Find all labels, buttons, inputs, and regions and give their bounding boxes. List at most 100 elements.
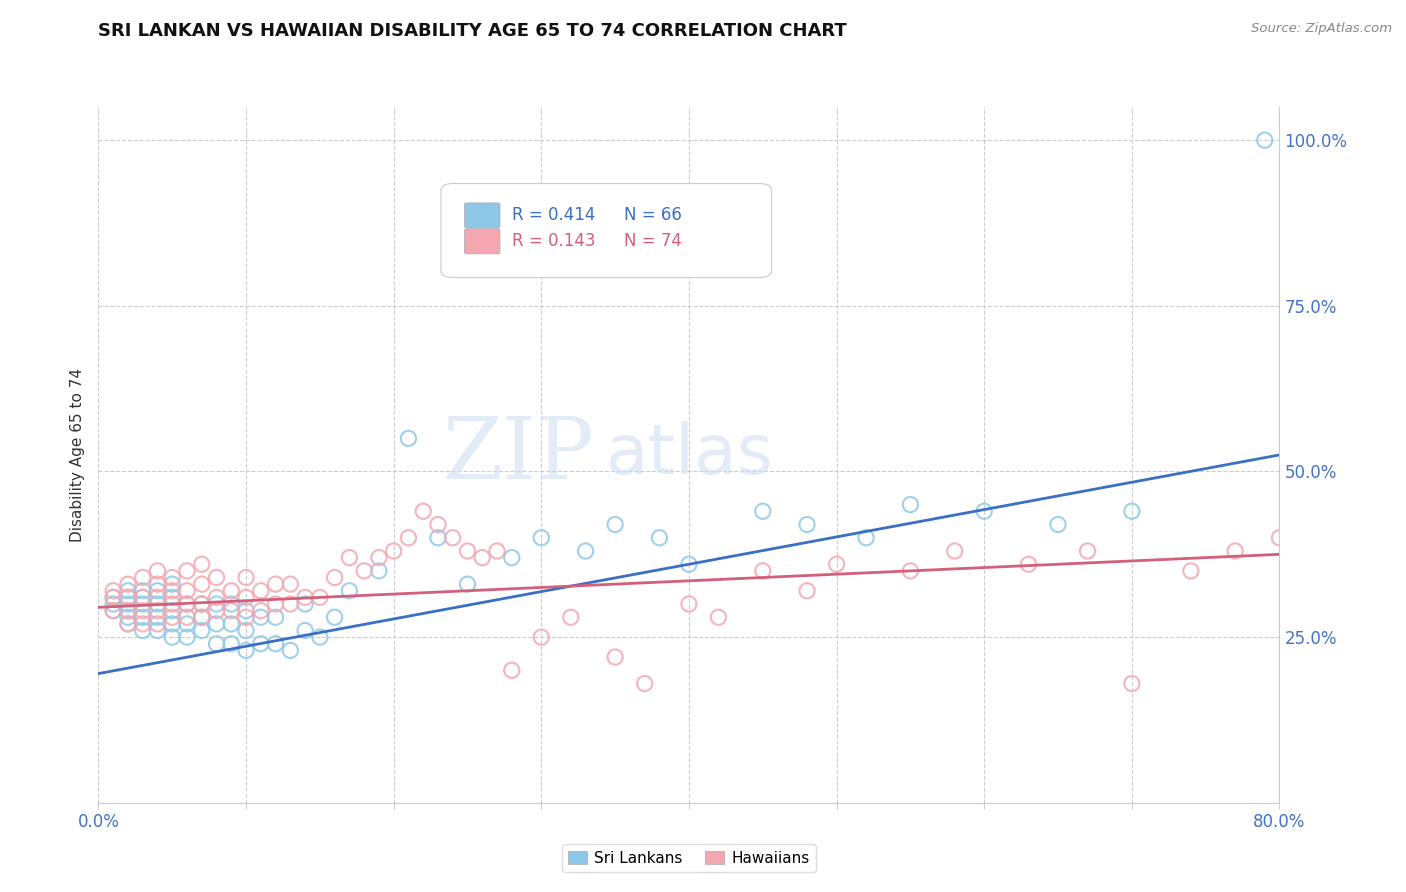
Point bbox=[132, 616, 155, 631]
Point bbox=[162, 616, 183, 631]
Point bbox=[162, 610, 183, 624]
Point bbox=[176, 610, 198, 624]
Point bbox=[900, 498, 922, 512]
Point bbox=[117, 604, 139, 618]
Point bbox=[294, 591, 316, 605]
Point bbox=[219, 637, 242, 651]
Text: Source: ZipAtlas.com: Source: ZipAtlas.com bbox=[1251, 22, 1392, 36]
FancyBboxPatch shape bbox=[464, 228, 501, 254]
Point bbox=[235, 643, 257, 657]
Point bbox=[191, 610, 214, 624]
Point bbox=[146, 610, 169, 624]
Point bbox=[264, 610, 287, 624]
Point bbox=[751, 504, 773, 518]
Point bbox=[146, 624, 169, 638]
Point bbox=[796, 517, 818, 532]
Point bbox=[486, 544, 509, 558]
Point bbox=[146, 597, 169, 611]
Point bbox=[117, 604, 139, 618]
Point bbox=[235, 591, 257, 605]
Point bbox=[396, 431, 419, 445]
Point bbox=[323, 610, 346, 624]
Point bbox=[191, 558, 214, 572]
Point bbox=[1077, 544, 1099, 558]
Point bbox=[471, 550, 494, 565]
Point bbox=[176, 630, 198, 644]
Point bbox=[1180, 564, 1202, 578]
Point bbox=[796, 583, 818, 598]
Point bbox=[605, 650, 627, 665]
Point bbox=[103, 597, 125, 611]
FancyBboxPatch shape bbox=[441, 184, 772, 277]
Point bbox=[456, 544, 478, 558]
Point bbox=[235, 604, 257, 618]
Point bbox=[103, 604, 125, 618]
Point bbox=[117, 591, 139, 605]
Point bbox=[337, 550, 360, 565]
Point bbox=[132, 591, 155, 605]
Point bbox=[427, 531, 450, 545]
Point bbox=[205, 591, 228, 605]
Point bbox=[117, 616, 139, 631]
Point bbox=[250, 583, 273, 598]
Point bbox=[250, 637, 273, 651]
Point bbox=[456, 577, 478, 591]
Point bbox=[1254, 133, 1277, 147]
Point bbox=[146, 577, 169, 591]
Point bbox=[648, 531, 671, 545]
Point bbox=[219, 583, 242, 598]
Point bbox=[205, 637, 228, 651]
Point bbox=[1268, 531, 1291, 545]
Point bbox=[235, 610, 257, 624]
Point bbox=[132, 591, 155, 605]
Point bbox=[1017, 558, 1039, 572]
Point bbox=[250, 604, 273, 618]
Point bbox=[368, 550, 391, 565]
Point bbox=[103, 583, 125, 598]
Text: SRI LANKAN VS HAWAIIAN DISABILITY AGE 65 TO 74 CORRELATION CHART: SRI LANKAN VS HAWAIIAN DISABILITY AGE 65… bbox=[98, 22, 848, 40]
Text: N = 66: N = 66 bbox=[624, 206, 682, 225]
Point bbox=[162, 630, 183, 644]
Point bbox=[501, 550, 523, 565]
Text: R = 0.143: R = 0.143 bbox=[512, 232, 595, 251]
Point bbox=[605, 517, 627, 532]
Point bbox=[103, 591, 125, 605]
Point bbox=[162, 583, 183, 598]
Point bbox=[294, 624, 316, 638]
Point bbox=[117, 610, 139, 624]
Point bbox=[309, 591, 332, 605]
Point bbox=[382, 544, 405, 558]
FancyBboxPatch shape bbox=[464, 202, 501, 228]
Point bbox=[278, 597, 302, 611]
Point bbox=[205, 604, 228, 618]
Point bbox=[633, 676, 655, 690]
Point bbox=[219, 604, 242, 618]
Point bbox=[1121, 504, 1143, 518]
Legend: Sri Lankans, Hawaiians: Sri Lankans, Hawaiians bbox=[562, 845, 815, 871]
Point bbox=[1046, 517, 1069, 532]
Point bbox=[132, 624, 155, 638]
Point bbox=[900, 564, 922, 578]
Point bbox=[1223, 544, 1246, 558]
Point bbox=[396, 531, 419, 545]
Point bbox=[219, 597, 242, 611]
Point bbox=[235, 570, 257, 584]
Point bbox=[117, 616, 139, 631]
Point bbox=[162, 577, 183, 591]
Point bbox=[176, 597, 198, 611]
Text: atlas: atlas bbox=[606, 421, 775, 489]
Point bbox=[751, 564, 773, 578]
Point bbox=[162, 570, 183, 584]
Point bbox=[264, 637, 287, 651]
Point bbox=[678, 597, 700, 611]
Point bbox=[205, 570, 228, 584]
Point bbox=[250, 610, 273, 624]
Point bbox=[176, 583, 198, 598]
Point bbox=[162, 597, 183, 611]
Point bbox=[412, 504, 434, 518]
Point bbox=[191, 597, 214, 611]
Point bbox=[146, 591, 169, 605]
Text: ZIP: ZIP bbox=[443, 413, 595, 497]
Point bbox=[146, 564, 169, 578]
Point bbox=[278, 643, 302, 657]
